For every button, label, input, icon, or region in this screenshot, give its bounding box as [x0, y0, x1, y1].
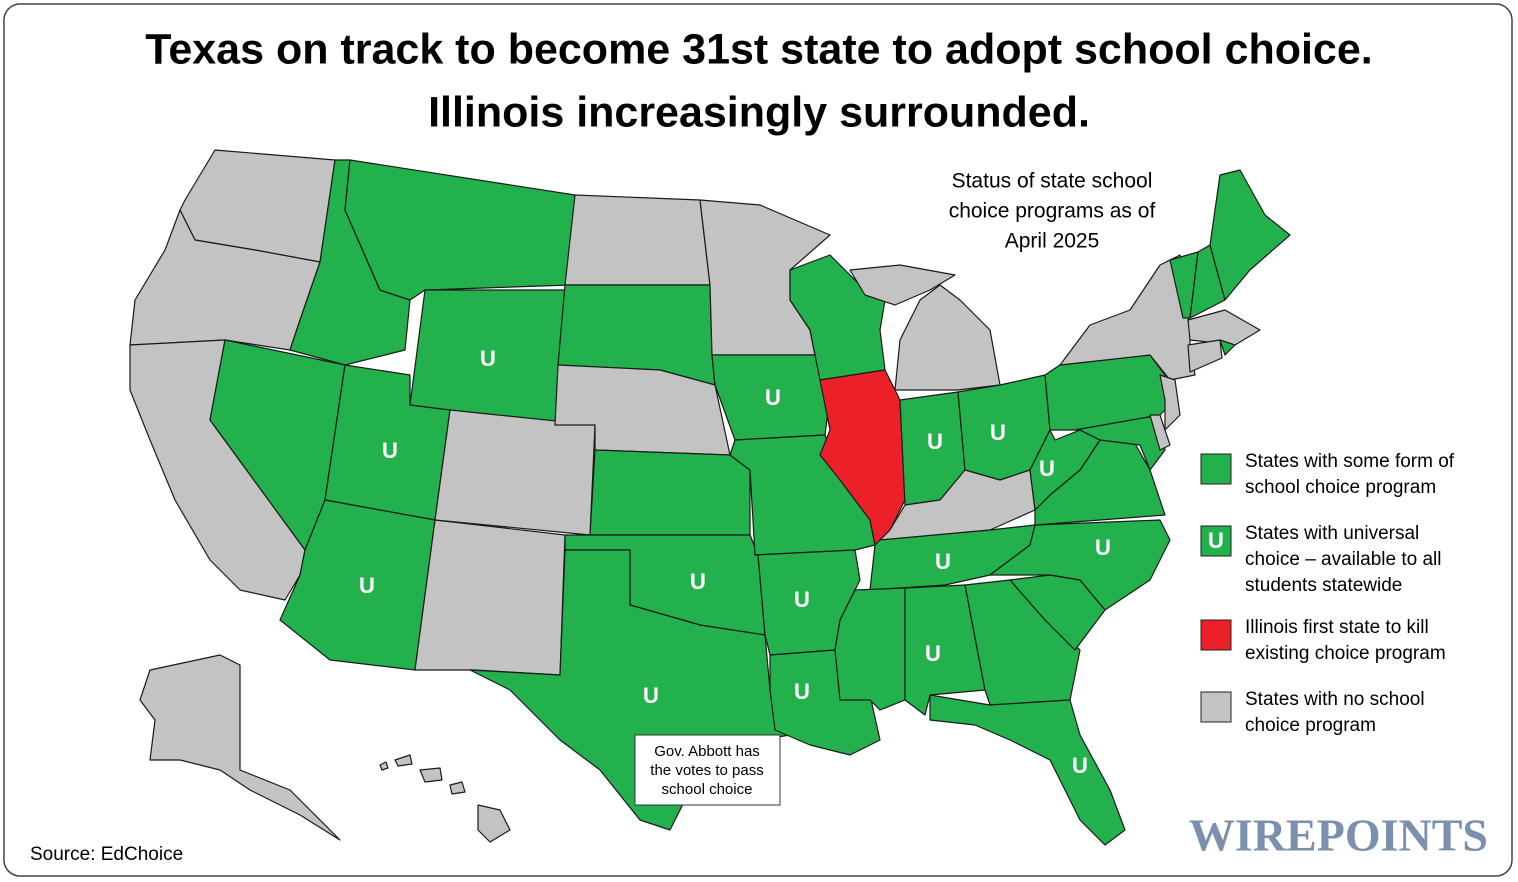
state-label: U [643, 683, 659, 708]
annotation: school choice [662, 781, 753, 798]
state-label: U [480, 346, 496, 371]
state [589, 449, 751, 536]
state-label: U [382, 438, 398, 463]
state [1209, 169, 1291, 301]
watermark: WIREPOINTS [1189, 810, 1488, 861]
legend-swatch [1200, 525, 1232, 557]
subtitle: choice programs as of [949, 200, 1156, 223]
state [477, 804, 511, 843]
state-label: U [765, 385, 781, 410]
annotation-box [634, 734, 781, 806]
title: Texas on track to become 31st state to a… [145, 25, 1372, 73]
state-label: U [359, 573, 375, 598]
state [449, 781, 466, 795]
state [1187, 309, 1261, 346]
state-label: U [1039, 456, 1055, 481]
state-label: U [990, 420, 1006, 445]
legend-swatch [1200, 619, 1232, 651]
annotation: Gov. Abbott has [654, 743, 760, 760]
legend-label: choice program [1245, 715, 1376, 736]
state [929, 694, 1126, 846]
annotation: the votes to pass [650, 762, 763, 779]
state-label: U [925, 641, 941, 666]
state-label: U [1072, 753, 1088, 778]
state-label: U [935, 549, 951, 574]
legend-label: States with some form of [1245, 451, 1455, 472]
state-label: U [794, 679, 810, 704]
state [414, 519, 566, 676]
legend-label: States with no school [1245, 689, 1425, 710]
state [849, 264, 956, 306]
state-label: U [794, 587, 810, 612]
legend-label: school choice program [1245, 477, 1436, 498]
legend: States with some form of school choice pr… [1200, 451, 1455, 736]
state [139, 654, 341, 841]
legend-label: choice – available to all [1245, 549, 1441, 570]
state-label: U [927, 429, 943, 454]
legend-symbol: U [1208, 528, 1224, 553]
state [1219, 339, 1236, 356]
legend-swatch [1200, 453, 1232, 485]
state [1159, 374, 1181, 431]
state [394, 754, 413, 767]
legend-swatch [1200, 691, 1232, 723]
state [894, 284, 1001, 391]
legend-label: students statewide [1245, 575, 1402, 596]
states: U U U U U U U U U U U U U U U [129, 149, 1291, 846]
source: Source: EdChoice [30, 844, 183, 865]
state [434, 409, 596, 536]
state [379, 761, 389, 771]
legend-label: States with universal [1245, 523, 1419, 544]
state-label: U [1095, 535, 1111, 560]
state [1187, 339, 1223, 373]
title: Illinois increasingly surrounded. [428, 88, 1090, 136]
state [989, 519, 1171, 611]
subtitle: April 2025 [1005, 230, 1100, 253]
subtitle: Status of state school [952, 170, 1153, 193]
legend-label: existing choice program [1245, 643, 1446, 664]
state [564, 194, 711, 286]
state [419, 767, 443, 783]
state [1149, 414, 1171, 451]
legend-label: Illinois first state to kill [1245, 617, 1429, 638]
state-label: U [690, 569, 706, 594]
